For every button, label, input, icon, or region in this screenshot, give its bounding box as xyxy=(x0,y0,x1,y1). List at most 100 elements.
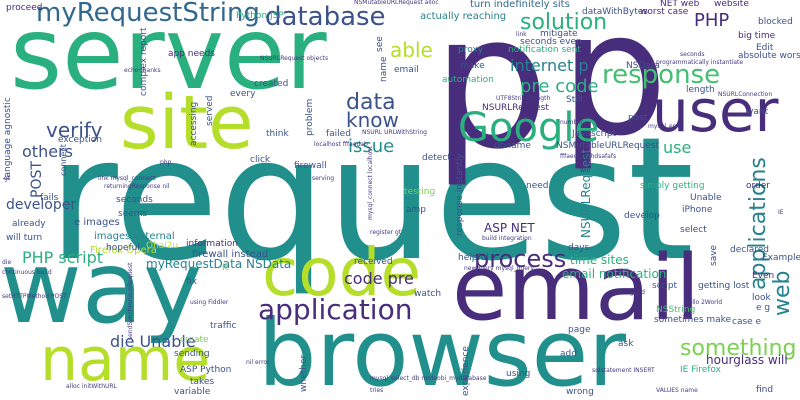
word-dbname: dbname xyxy=(494,141,531,151)
word-blocked: blocked xyxy=(758,17,793,27)
word-nsdata: NSData xyxy=(626,61,660,71)
word-want: want xyxy=(746,107,769,117)
word-developer: developer xyxy=(6,197,77,213)
word-mysql-connect-localhost: mysql_connect localhost xyxy=(367,146,374,220)
word-images-external: images external xyxy=(94,231,175,242)
word-echo-thanks: echo thanks xyxy=(124,67,161,74)
word-sethttpmethod-post: setHTTPMethod POST xyxy=(2,293,67,300)
word-browser: browser xyxy=(258,300,627,400)
word-nsmutableurlrequest: NSMutableURLRequest xyxy=(556,141,660,151)
word-examples: Examples xyxy=(762,253,800,263)
word-serving: serving xyxy=(312,175,335,182)
word-days: days xyxy=(568,243,590,253)
word-application: application xyxy=(258,293,413,326)
word-link-mysql-connect: link mysql_connect xyxy=(98,175,156,182)
word-think: think xyxy=(266,129,289,139)
word-variable: variable xyxy=(174,387,211,397)
word-amp: amp xyxy=(406,205,426,215)
word-nsurl-urlwithstring: NSURL URLWithString xyxy=(362,129,427,136)
word-nsstring: NSString xyxy=(656,305,696,315)
word-issue: issue xyxy=(348,136,395,157)
word-save: save xyxy=(709,244,719,266)
word-create: create xyxy=(180,335,209,345)
word-watch: watch xyxy=(414,289,442,299)
word-hourglass-will: hourglass will xyxy=(706,353,788,367)
word-myrequestdata-nsdata: myRequestData NSData xyxy=(146,257,292,271)
word-hello-2world: Hello 2World xyxy=(684,299,723,306)
word-values-name: VALUES name xyxy=(656,387,698,394)
word-ohai2u: Ohai2u xyxy=(146,241,179,251)
word-alloc-initwithurl: alloc initWithURL xyxy=(66,383,117,390)
word-mysql-error: mysql_error xyxy=(648,123,684,130)
word-something: something xyxy=(680,336,797,361)
word-information: information xyxy=(186,239,238,249)
word-code-pre: code pre xyxy=(344,269,414,288)
word-utf8string-length: UTF8String length xyxy=(496,95,551,102)
word-ask: ask xyxy=(618,339,634,349)
word-nil-error: nil error xyxy=(246,359,270,366)
word-request: request xyxy=(48,101,695,299)
word-net-web: NET web xyxy=(660,0,700,9)
word-complex-report: complex report xyxy=(139,27,149,97)
word-response: response xyxy=(602,60,721,90)
word-name-small: name xyxy=(379,56,389,82)
word-actually-reaching: actually reaching xyxy=(420,11,507,22)
word-sending: sending xyxy=(174,349,210,359)
word-served: served xyxy=(205,95,215,126)
word-every: every xyxy=(230,89,256,99)
word-click: click xyxy=(250,155,271,165)
word-programmatically-instantiate: programmatically instantiate xyxy=(656,59,744,66)
word-nsurlconnection: NSURLConnection xyxy=(718,91,773,98)
word-seconds-even: seconds even xyxy=(520,37,582,47)
word-wrong: wrong xyxy=(566,387,594,397)
word-experience: experience xyxy=(461,346,471,396)
word-able: able xyxy=(390,38,433,62)
word-app-needs: app needs xyxy=(168,49,215,59)
word-mitigate: mitigate xyxy=(540,29,578,39)
word-website: website xyxy=(714,0,749,9)
word-still: Still xyxy=(566,95,583,105)
word-connect: connect xyxy=(59,144,68,176)
word-nsurlrequest-objects: NSURLRequest objects xyxy=(260,55,329,62)
word-language-agnostic: language agnostic xyxy=(3,97,13,180)
word-e-images: e images xyxy=(74,217,120,228)
word-continuous-build: continuous build xyxy=(2,269,52,276)
word-simply-getting: simply getting xyxy=(640,181,705,191)
word-firewall-instead: firewall instead xyxy=(192,249,269,260)
word-datawithbytes: dataWithBytes xyxy=(582,7,648,17)
word-die: die xyxy=(2,259,12,266)
word-build-integration: build integration xyxy=(482,235,532,242)
word-p-2: p xyxy=(560,0,668,174)
word-using-fiddler: using Fiddler xyxy=(190,299,229,306)
word-response-instantly: response instantly xyxy=(455,153,465,236)
word-link: link xyxy=(516,31,527,38)
word-notification-sent: notification sent xyxy=(508,45,581,55)
word-way: way xyxy=(0,229,203,346)
word-newquery-mysql-query: newquery mysql_query xyxy=(464,265,534,272)
word-returningresponse-nil: returningResponse nil xyxy=(104,183,170,190)
word-exception: exception xyxy=(58,135,102,145)
word-takes: takes xyxy=(190,377,215,387)
word-testing: testing xyxy=(404,187,436,197)
word-register-gt: register gt xyxy=(370,229,402,236)
word-good: good xyxy=(630,289,645,296)
word-solution: solution xyxy=(520,10,608,35)
word-whether: whether xyxy=(299,354,309,392)
word-die-unable: die Unable xyxy=(110,332,196,351)
word-localhost-fffaedab: localhost fffaedab xyxy=(314,141,368,148)
word-seconds-tiny: seconds xyxy=(680,51,705,58)
word-select: select xyxy=(680,225,707,235)
word-ie-firefox: IE Firefox xyxy=(680,365,721,375)
word-created: created xyxy=(254,79,289,89)
word-site: site xyxy=(120,80,254,166)
word-unable: Unable xyxy=(690,193,722,203)
word-it: It xyxy=(222,263,229,273)
word-myrequeststring: myRequestString xyxy=(36,0,260,28)
word-p-1: p xyxy=(432,0,550,190)
word-look: look xyxy=(752,293,771,303)
word-gt: gt xyxy=(4,175,11,182)
word-asp-python: ASP Python xyxy=(180,365,232,375)
word-add: add xyxy=(560,349,577,359)
word-helpful: helpful xyxy=(458,253,489,263)
